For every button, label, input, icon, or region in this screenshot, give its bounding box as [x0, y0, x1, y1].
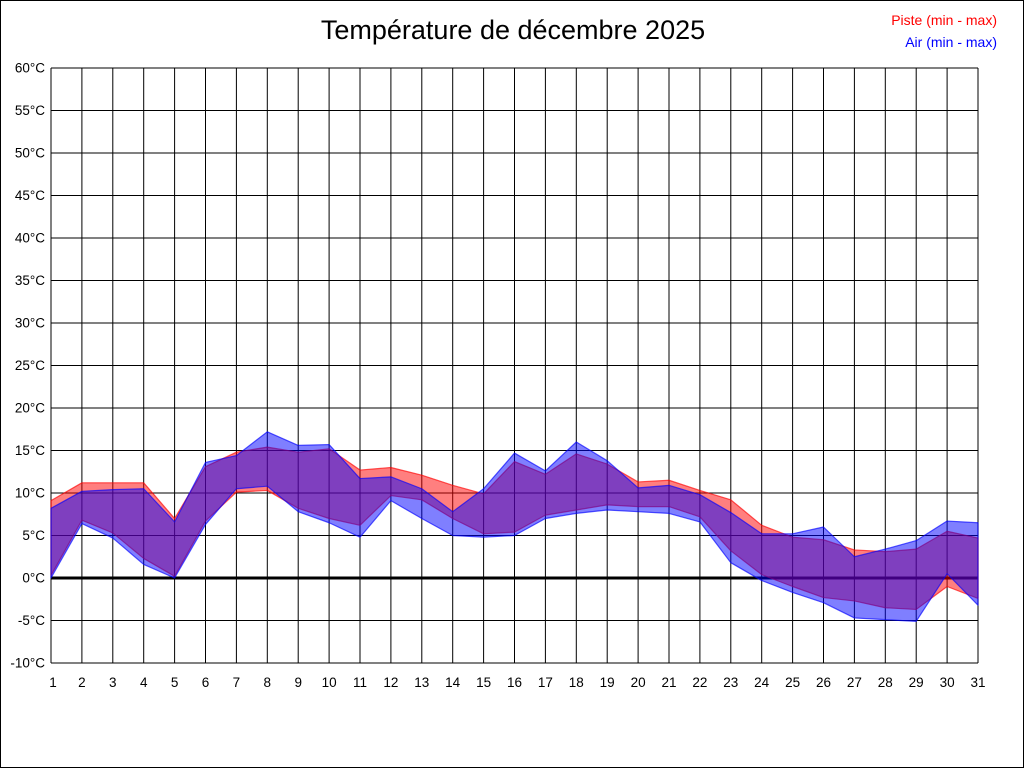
- x-axis-labels: 1 2 3 4 5 6 7 8 9 10 11 12 13 14 15 16 17 18 19 20 21 22 23 24 2…: [49, 675, 985, 690]
- svg-text:10: 10: [322, 675, 337, 690]
- svg-text:3: 3: [109, 675, 117, 690]
- svg-text:30: 30: [940, 675, 955, 690]
- svg-text:40°C: 40°C: [15, 231, 45, 246]
- svg-text:55°C: 55°C: [15, 103, 45, 118]
- svg-text:35°C: 35°C: [15, 273, 45, 288]
- svg-text:31: 31: [970, 675, 985, 690]
- svg-text:19: 19: [600, 675, 615, 690]
- svg-text:8: 8: [264, 675, 272, 690]
- svg-text:16: 16: [507, 675, 522, 690]
- svg-text:21: 21: [661, 675, 676, 690]
- svg-text:29: 29: [909, 675, 924, 690]
- svg-text:12: 12: [383, 675, 398, 690]
- svg-text:7: 7: [233, 675, 241, 690]
- svg-text:2: 2: [78, 675, 86, 690]
- svg-text:30°C: 30°C: [15, 316, 45, 331]
- svg-text:15°C: 15°C: [15, 443, 45, 458]
- svg-text:15: 15: [476, 675, 491, 690]
- svg-text:27: 27: [847, 675, 862, 690]
- legend-item-piste: Piste (min - max): [891, 12, 997, 28]
- svg-text:60°C: 60°C: [15, 61, 45, 76]
- legend-item-air: Air (min - max): [905, 34, 997, 50]
- svg-text:-5°C: -5°C: [18, 613, 45, 628]
- svg-text:5°C: 5°C: [22, 528, 45, 543]
- svg-text:17: 17: [538, 675, 553, 690]
- svg-text:23: 23: [723, 675, 738, 690]
- svg-text:20°C: 20°C: [15, 401, 45, 416]
- svg-text:-10°C: -10°C: [10, 656, 45, 671]
- svg-text:24: 24: [754, 675, 770, 690]
- svg-text:50°C: 50°C: [15, 146, 45, 161]
- svg-text:4: 4: [140, 675, 148, 690]
- svg-text:13: 13: [414, 675, 429, 690]
- svg-text:22: 22: [692, 675, 707, 690]
- svg-text:20: 20: [631, 675, 646, 690]
- svg-text:26: 26: [816, 675, 831, 690]
- svg-text:45°C: 45°C: [15, 188, 45, 203]
- svg-text:0°C: 0°C: [22, 571, 45, 586]
- y-axis-labels: -10°C -5°C 0°C 5°C 10°C 15°C 20°C 25°C 30°C 35°C 4…: [10, 61, 45, 671]
- svg-text:5: 5: [171, 675, 179, 690]
- svg-text:14: 14: [445, 675, 461, 690]
- svg-text:9: 9: [294, 675, 302, 690]
- svg-text:6: 6: [202, 675, 210, 690]
- chart-title: Température de décembre 2025: [320, 15, 706, 45]
- svg-text:18: 18: [569, 675, 584, 690]
- chart-legend: Piste (min - max) Air (min - max): [891, 9, 997, 53]
- band-air: [50, 431, 979, 622]
- svg-text:1: 1: [49, 675, 57, 690]
- svg-text:25°C: 25°C: [15, 358, 45, 373]
- svg-text:28: 28: [878, 675, 893, 690]
- svg-text:11: 11: [353, 675, 367, 690]
- svg-text:10°C: 10°C: [15, 486, 45, 501]
- svg-text:25: 25: [785, 675, 800, 690]
